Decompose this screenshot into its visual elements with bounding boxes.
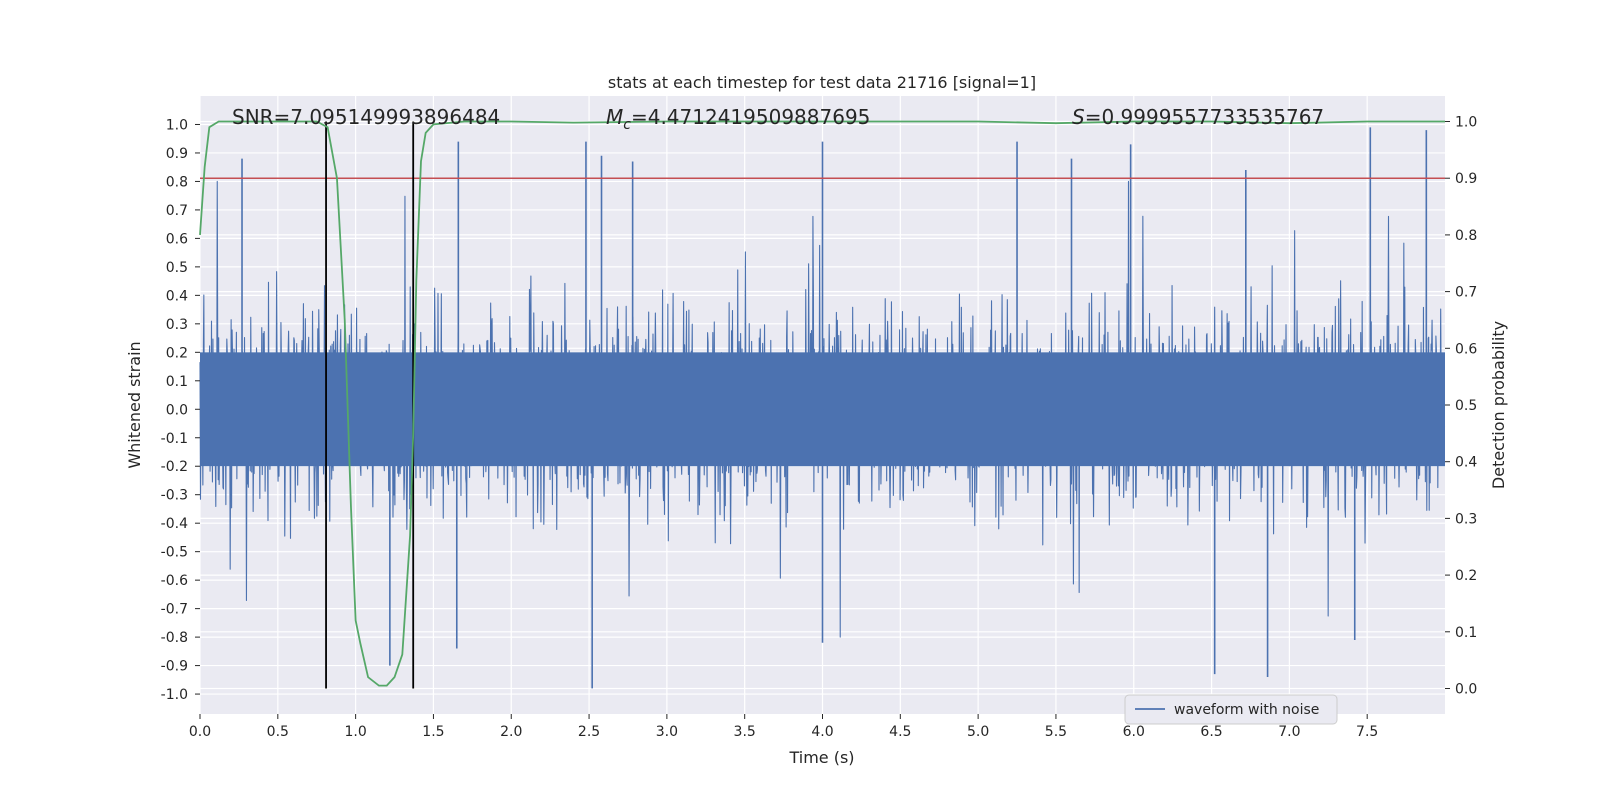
s-symbol: S: [1072, 105, 1085, 129]
y-left-tick-label: -1.0: [161, 687, 188, 703]
y-right-tick-label: 0.9: [1455, 171, 1477, 187]
y-left-axis-label: Whitened strain: [125, 341, 144, 468]
y-right-tick-label: 0.3: [1455, 511, 1477, 527]
y-left-tick-label: -0.9: [161, 659, 188, 675]
y-left-tick-label: -0.4: [161, 516, 188, 532]
x-tick-label: 4.5: [889, 724, 911, 740]
y-right-tick-label: 0.6: [1455, 341, 1477, 357]
y-left-axis-ticks: 1.0 0.9 0.8 0.7 0.6 0.5 0.4 0.3 0.2 0.1 0.0 -0.1 -0.…: [161, 117, 200, 703]
y-right-tick-label: 0.7: [1455, 285, 1477, 301]
y-left-tick-label: 0.6: [166, 231, 188, 247]
y-right-axis-label: Detection probability: [1489, 321, 1508, 489]
y-left-tick-label: -0.8: [161, 630, 188, 646]
x-tick-label: 1.5: [422, 724, 444, 740]
probability-series: [199, 120, 1445, 687]
y-right-tick-label: 0.4: [1455, 455, 1477, 471]
legend-box: [1124, 694, 1338, 725]
y-left-tick-label: 1.0: [166, 117, 188, 133]
y-left-tick-label: 0.0: [166, 402, 188, 418]
y-right-tick-label: 0.1: [1455, 625, 1477, 641]
x-tick-label: 6.5: [1200, 724, 1222, 740]
y-left-tick-label: 0.8: [166, 174, 188, 190]
y-left-tick-label: 0.9: [166, 146, 188, 162]
y-left-tick-label: -0.2: [161, 459, 188, 475]
y-left-tick-label: 0.7: [166, 203, 188, 219]
x-tick-label: 5.5: [1045, 724, 1067, 740]
x-tick-label: 2.5: [578, 724, 600, 740]
x-axis-label: Time (s): [788, 748, 854, 767]
y-left-tick-label: 0.1: [166, 374, 188, 390]
waveform-series: [199, 127, 1446, 689]
mc-value: =4.4712419509887695: [631, 105, 870, 129]
x-tick-label: 6.0: [1123, 724, 1145, 740]
y-left-tick-label: -0.6: [161, 573, 188, 589]
y-left-tick-label: -0.5: [161, 545, 188, 561]
s-annotation: S=0.9999557733535767: [1072, 105, 1324, 129]
y-left-tick-label: 0.5: [166, 260, 188, 276]
y-left-tick-label: 0.3: [166, 317, 188, 333]
y-right-tick-label: 0.5: [1455, 398, 1477, 414]
x-tick-label: 0.5: [267, 724, 289, 740]
y-right-tick-label: 0.0: [1455, 681, 1477, 697]
chart-title: stats at each timestep for test data 217…: [608, 73, 1036, 92]
snr-annotation: SNR=7.095149993896484: [232, 105, 500, 129]
probability-line: [199, 120, 1445, 687]
x-tick-label: 7.0: [1278, 724, 1300, 740]
x-tick-label: 2.0: [500, 724, 522, 740]
x-tick-label: 7.5: [1356, 724, 1378, 740]
x-tick-label: 3.0: [656, 724, 678, 740]
y-right-tick-label: 0.8: [1455, 228, 1477, 244]
legend: waveform with noise: [1124, 694, 1338, 725]
x-tick-label: 1.0: [344, 724, 366, 740]
mc-annotation: Mc=4.4712419509887695: [606, 105, 870, 133]
y-left-tick-label: -0.3: [161, 488, 188, 504]
y-left-tick-label: -0.1: [161, 431, 188, 447]
legend-entry-waveform: waveform with noise: [1174, 702, 1319, 718]
x-tick-label: 4.0: [811, 724, 833, 740]
y-right-axis-ticks: 1.0 0.9 0.8 0.7 0.6 0.5 0.4 0.3 0.2 0.1 0.0: [1445, 115, 1477, 697]
y-left-tick-label: 0.4: [166, 288, 188, 304]
y-right-tick-label: 0.2: [1455, 568, 1477, 584]
y-right-tick-label: 1.0: [1455, 115, 1477, 131]
mc-subscript: c: [623, 117, 631, 133]
s-value: =0.9999557733535767: [1085, 105, 1324, 129]
x-tick-label: 3.5: [734, 724, 756, 740]
x-tick-label: 5.0: [967, 724, 989, 740]
x-tick-label: 0.0: [189, 724, 211, 740]
y-left-tick-label: -0.7: [161, 602, 188, 618]
mc-symbol: M: [606, 105, 623, 129]
y-left-tick-label: 0.2: [166, 345, 188, 361]
